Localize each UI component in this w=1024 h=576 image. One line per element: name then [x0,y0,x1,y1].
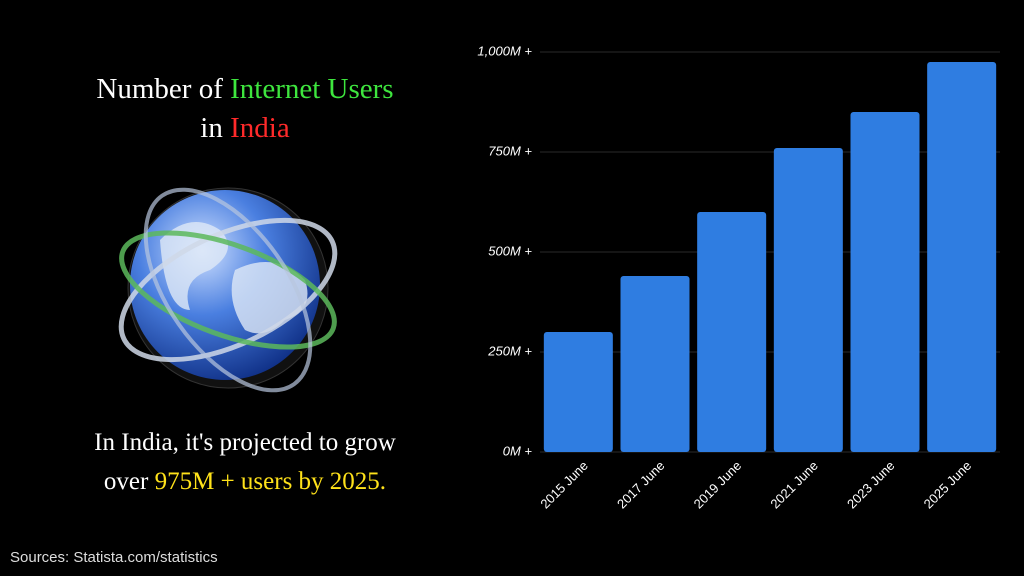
x-tick-label: 2025 June [921,458,975,512]
x-tick-label: 2017 June [614,458,668,512]
caption-text: over [103,468,149,495]
caption-text: In India, it's projected to grow [94,429,396,456]
y-tick-label: 0M + [503,443,533,458]
title-text: Number of [96,73,223,105]
title-highlight: Internet Users [230,73,394,105]
y-tick-label: 250M + [487,343,532,358]
x-tick-label: 2015 June [537,458,591,512]
caption-highlight: 975M + users by 2025. [154,468,387,495]
y-tick-label: 500M + [488,243,532,258]
source: Sources: Statista.com/statistics [10,549,218,566]
bar [850,112,920,452]
title-highlight: India [230,112,290,144]
bar [620,276,690,452]
x-tick-label: 2023 June [844,458,898,512]
bar [697,212,767,452]
y-tick-label: 750M + [488,143,532,158]
caption: In India, it's projected to grow over 975… [20,423,470,501]
globe-illustration [118,187,338,393]
title-text: in [200,112,223,144]
x-tick-label: 2021 June [767,458,821,512]
bar [543,332,613,452]
bar [773,148,843,452]
x-tick-label: 2019 June [691,458,745,512]
y-tick-label: 1,000M + [477,43,532,58]
slide-title: Number of Internet Users in India [20,70,470,148]
bar [927,62,997,452]
